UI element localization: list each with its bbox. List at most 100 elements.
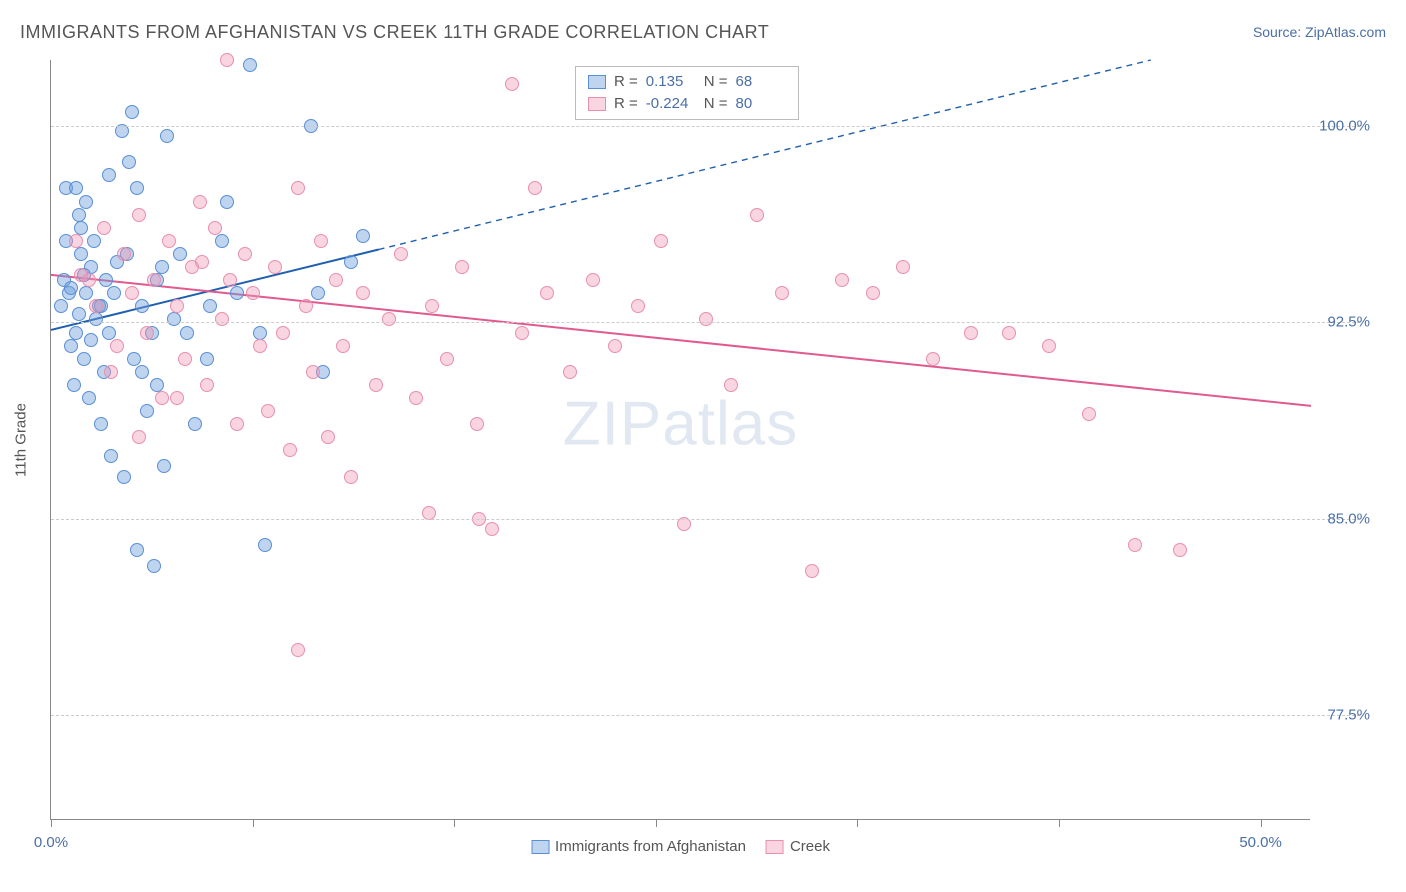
x-tick bbox=[253, 819, 254, 827]
stats-n-label: N = bbox=[704, 71, 728, 93]
scatter-point bbox=[382, 312, 396, 326]
bottom-legend: Immigrants from Afghanistan Creek bbox=[531, 838, 830, 855]
scatter-point bbox=[188, 417, 202, 431]
scatter-point bbox=[470, 417, 484, 431]
scatter-point bbox=[79, 195, 93, 209]
scatter-point bbox=[866, 286, 880, 300]
scatter-point bbox=[243, 58, 257, 72]
scatter-point bbox=[356, 229, 370, 243]
scatter-point bbox=[654, 234, 668, 248]
scatter-point bbox=[283, 443, 297, 457]
scatter-point bbox=[1082, 407, 1096, 421]
scatter-point bbox=[69, 181, 83, 195]
scatter-point bbox=[505, 77, 519, 91]
stats-r-value-1: 0.135 bbox=[646, 71, 696, 93]
scatter-point bbox=[425, 299, 439, 313]
scatter-point bbox=[223, 273, 237, 287]
scatter-point bbox=[135, 365, 149, 379]
scatter-point bbox=[528, 181, 542, 195]
scatter-point bbox=[69, 234, 83, 248]
scatter-point bbox=[440, 352, 454, 366]
scatter-point bbox=[69, 326, 83, 340]
scatter-point bbox=[193, 195, 207, 209]
scatter-point bbox=[631, 299, 645, 313]
scatter-point bbox=[147, 273, 161, 287]
scatter-point bbox=[147, 559, 161, 573]
y-tick-label: 100.0% bbox=[1315, 117, 1370, 134]
scatter-point bbox=[344, 470, 358, 484]
swatch-series-1 bbox=[588, 75, 606, 89]
scatter-point bbox=[268, 260, 282, 274]
scatter-point bbox=[314, 234, 328, 248]
stats-n-value-1: 68 bbox=[736, 71, 786, 93]
scatter-point bbox=[215, 234, 229, 248]
x-tick bbox=[1059, 819, 1060, 827]
y-tick-label: 92.5% bbox=[1315, 314, 1370, 331]
scatter-point bbox=[127, 352, 141, 366]
scatter-point bbox=[64, 339, 78, 353]
scatter-point bbox=[321, 430, 335, 444]
scatter-point bbox=[72, 208, 86, 222]
scatter-point bbox=[238, 247, 252, 261]
swatch-series-2 bbox=[588, 97, 606, 111]
scatter-point bbox=[253, 326, 267, 340]
scatter-point bbox=[54, 299, 68, 313]
scatter-point bbox=[394, 247, 408, 261]
scatter-point bbox=[356, 286, 370, 300]
scatter-point bbox=[94, 417, 108, 431]
x-tick-label: 50.0% bbox=[1239, 834, 1282, 851]
scatter-point bbox=[132, 208, 146, 222]
scatter-point bbox=[135, 299, 149, 313]
scatter-point bbox=[926, 352, 940, 366]
scatter-point bbox=[155, 260, 169, 274]
scatter-point bbox=[253, 339, 267, 353]
scatter-point bbox=[246, 286, 260, 300]
scatter-point bbox=[102, 168, 116, 182]
stats-legend: R = 0.135 N = 68 R = -0.224 N = 80 bbox=[575, 66, 799, 120]
scatter-point bbox=[87, 234, 101, 248]
scatter-point bbox=[220, 195, 234, 209]
scatter-point bbox=[344, 255, 358, 269]
scatter-point bbox=[82, 273, 96, 287]
scatter-point bbox=[896, 260, 910, 274]
scatter-point bbox=[336, 339, 350, 353]
x-tick bbox=[51, 819, 52, 827]
scatter-point bbox=[805, 564, 819, 578]
scatter-point bbox=[167, 312, 181, 326]
scatter-point bbox=[1002, 326, 1016, 340]
stats-row-series-2: R = -0.224 N = 80 bbox=[588, 93, 786, 115]
scatter-point bbox=[200, 352, 214, 366]
gridline bbox=[51, 322, 1360, 323]
scatter-point bbox=[155, 391, 169, 405]
scatter-point bbox=[125, 105, 139, 119]
scatter-point bbox=[180, 326, 194, 340]
scatter-point bbox=[699, 312, 713, 326]
scatter-point bbox=[220, 53, 234, 67]
stats-n-value-2: 80 bbox=[736, 93, 786, 115]
legend-label-1: Immigrants from Afghanistan bbox=[555, 838, 746, 855]
x-tick bbox=[857, 819, 858, 827]
scatter-point bbox=[160, 129, 174, 143]
scatter-point bbox=[261, 404, 275, 418]
scatter-point bbox=[110, 339, 124, 353]
scatter-point bbox=[132, 430, 146, 444]
scatter-point bbox=[258, 538, 272, 552]
scatter-point bbox=[409, 391, 423, 405]
scatter-point bbox=[150, 378, 164, 392]
plot-area: 11th Grade ZIPatlas R = 0.135 N = 68 R =… bbox=[50, 60, 1310, 820]
scatter-point bbox=[117, 247, 131, 261]
scatter-point bbox=[74, 247, 88, 261]
scatter-point bbox=[195, 255, 209, 269]
gridline bbox=[51, 519, 1360, 520]
legend-swatch-2 bbox=[766, 840, 784, 854]
gridline bbox=[51, 126, 1360, 127]
scatter-point bbox=[750, 208, 764, 222]
chart-title: IMMIGRANTS FROM AFGHANISTAN VS CREEK 11T… bbox=[20, 22, 769, 43]
scatter-point bbox=[215, 312, 229, 326]
scatter-point bbox=[208, 221, 222, 235]
legend-item-2: Creek bbox=[766, 838, 830, 855]
scatter-point bbox=[724, 378, 738, 392]
scatter-point bbox=[173, 247, 187, 261]
scatter-point bbox=[82, 391, 96, 405]
scatter-point bbox=[97, 221, 111, 235]
